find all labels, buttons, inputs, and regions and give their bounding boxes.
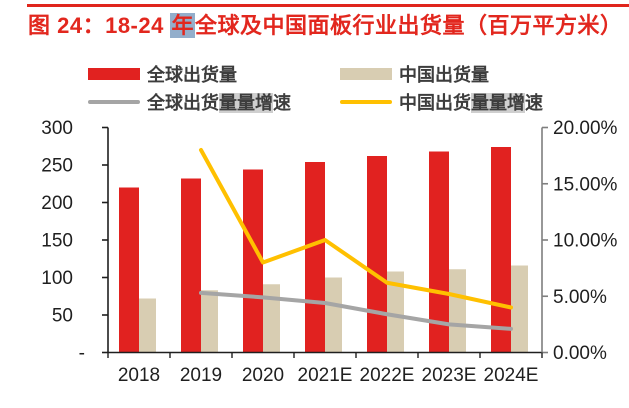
right-axis-label-10: 10.00% [553, 231, 618, 252]
left-axis-label-200: 200 [41, 193, 73, 214]
legend-swatch-global-line [88, 100, 140, 104]
x-label-2022E: 2022E [360, 365, 415, 386]
left-axis-label-150: 150 [41, 231, 73, 252]
bar-china-2023E [449, 269, 466, 353]
legend-label-global-shipments: 全球出货量 [147, 65, 237, 85]
bar-global-2021E [305, 162, 325, 353]
left-axis-label-50: 50 [52, 306, 73, 327]
x-label-2019: 2019 [180, 365, 222, 386]
right-axis-label-15: 15.00% [553, 174, 618, 195]
bar-china-2020 [263, 284, 280, 353]
x-label-2024E: 2024E [484, 365, 539, 386]
x-label-2018: 2018 [118, 365, 160, 386]
line-china-growth [199, 148, 513, 310]
legend-swatch-china-bar [340, 68, 392, 80]
bar-china-2021E [325, 277, 342, 353]
bar-global-2018 [119, 187, 139, 353]
bar-china-2024E [511, 265, 528, 353]
selected-text-highlight: 年 [170, 13, 195, 38]
right-axis-label-0: 0.00% [553, 343, 607, 364]
left-axis-label-100: 100 [41, 268, 73, 289]
bar-global-2022E [367, 156, 387, 353]
legend-item-china-shipments: 中国出货量 [340, 62, 489, 86]
bar-global-2020 [243, 169, 263, 353]
bar-global-2023E [429, 151, 449, 353]
x-label-2023E: 2023E [422, 365, 477, 386]
figure-title-prefix: 图 24：18-24 [28, 13, 171, 38]
bar-china-2018 [139, 298, 156, 353]
bar-global-2019 [181, 178, 201, 353]
legend-swatch-china-line [340, 100, 392, 104]
right-axis-label-5: 5.00% [553, 287, 607, 308]
right-axis-label-20: 20.00% [553, 118, 618, 139]
legend-label-china-growth: 中国出货量量增速 [399, 93, 543, 113]
line-global-growth [199, 290, 513, 331]
legend-label-china-shipments: 中国出货量 [399, 65, 489, 85]
bar-china-2022E [387, 271, 404, 353]
legend-item-china-growth: 中国出货量量增速 [340, 90, 543, 114]
legend-item-global-growth: 全球出货量量增速 [88, 90, 291, 114]
bar-global-2024E [491, 147, 511, 353]
legend-swatch-global-bar [88, 68, 140, 80]
ocr-highlight: 量量增 [471, 93, 525, 113]
left-axis-label-250: 250 [41, 156, 73, 177]
legend-label-global-growth: 全球出货量量增速 [147, 93, 291, 113]
title-divider-rule [27, 4, 629, 7]
ocr-highlight: 量量增 [219, 93, 273, 113]
x-label-2020: 2020 [242, 365, 284, 386]
figure-title: 图 24：18-24 年全球及中国面板行业出货量（百万平方米） [28, 8, 623, 40]
figure-title-suffix: 全球及中国面板行业出货量（百万平方米） [194, 13, 623, 38]
x-label-2021E: 2021E [298, 365, 353, 386]
left-axis-label-0: - [79, 343, 85, 364]
bar-china-2019 [201, 290, 218, 353]
left-axis-label-300: 300 [41, 118, 73, 139]
legend-item-global-shipments: 全球出货量 [88, 62, 237, 86]
